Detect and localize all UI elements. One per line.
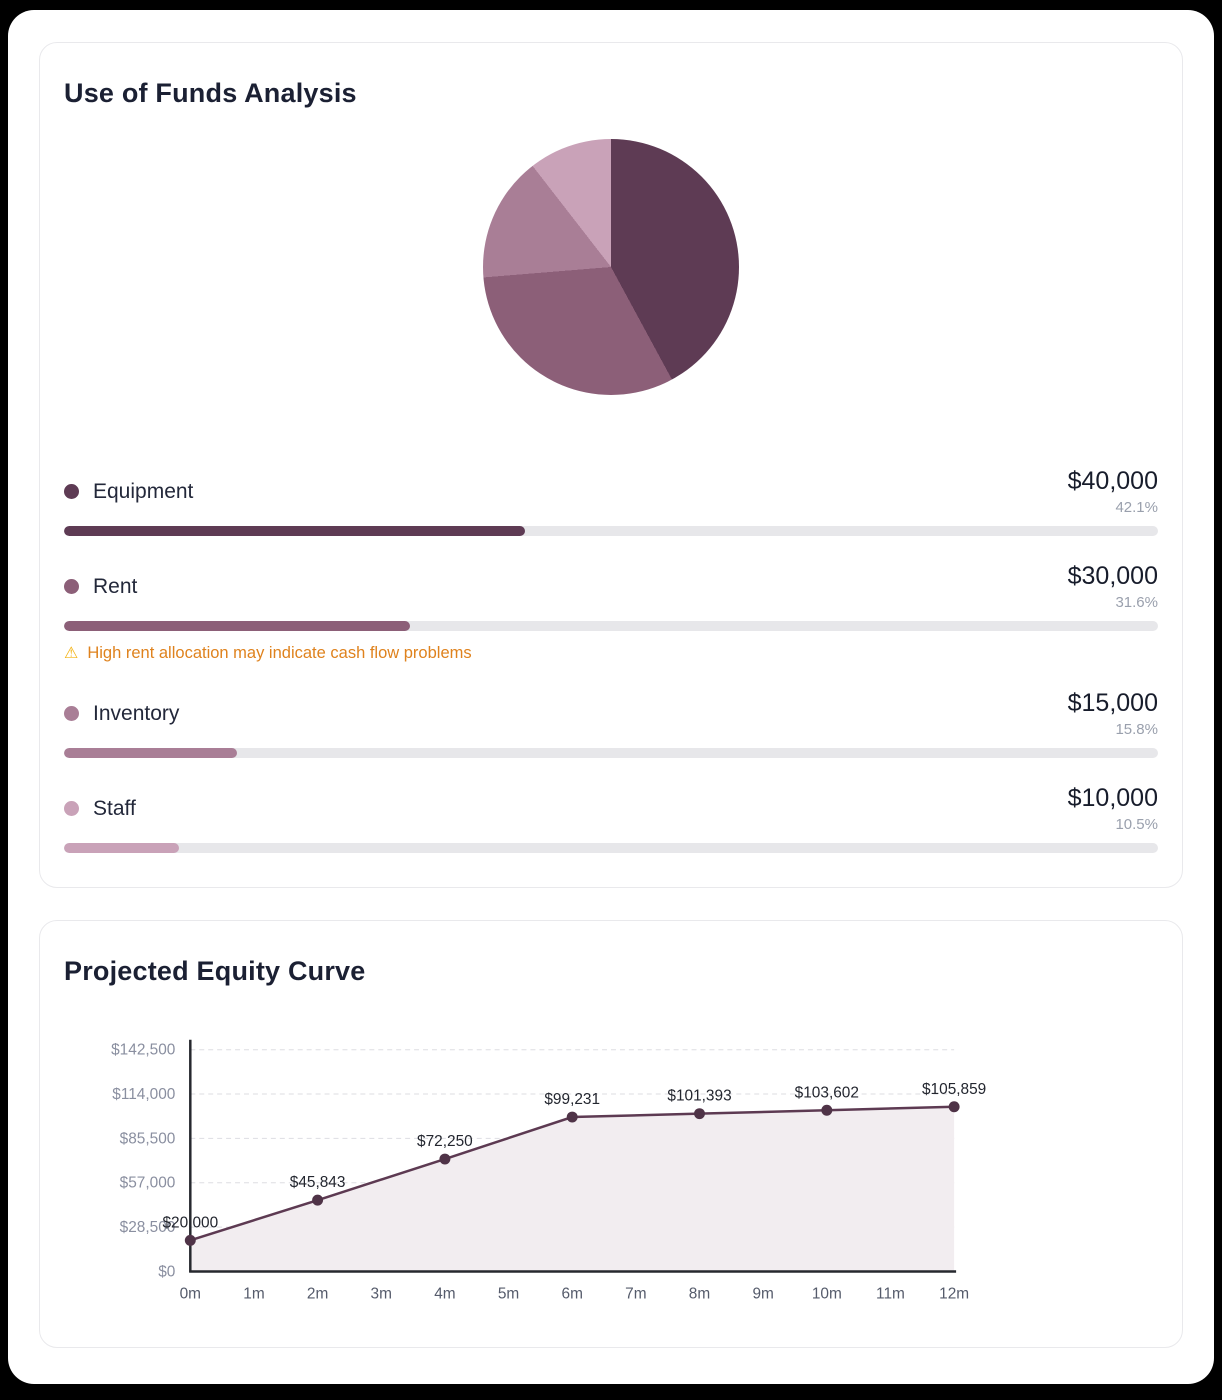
x-axis-tick-label: 3m (371, 1285, 392, 1302)
data-point-label: $99,231 (544, 1091, 600, 1108)
fund-row-inventory: Inventory $15,000 15.8% (64, 689, 1158, 758)
fund-bar-track (64, 621, 1158, 631)
x-axis-tick-label: 7m (625, 1285, 646, 1302)
equity-area (190, 1106, 955, 1272)
x-axis-tick-label: 9m (752, 1285, 773, 1302)
fund-row-header: Equipment $40,000 42.1% (64, 467, 1158, 516)
fund-amount: $10,000 (1067, 784, 1158, 812)
funds-legend: Equipment $40,000 42.1% Rent (64, 467, 1158, 853)
fund-row-staff: Staff $10,000 10.5% (64, 784, 1158, 853)
fund-row-rent: Rent $30,000 31.6% ⚠ High rent allocatio… (64, 562, 1158, 663)
use-of-funds-title: Use of Funds Analysis (64, 78, 357, 108)
x-axis-tick-label: 1m (243, 1285, 264, 1302)
x-axis-tick-label: 0m (180, 1285, 201, 1302)
use-of-funds-card: Use of Funds Analysis Equipment $40,000 … (39, 42, 1183, 888)
x-axis-tick-label: 11m (876, 1285, 905, 1302)
data-point (184, 1234, 196, 1246)
data-point (821, 1104, 833, 1116)
fund-label: Staff (93, 796, 136, 820)
fund-label: Equipment (93, 479, 194, 503)
rent-warning: ⚠ High rent allocation may indicate cash… (64, 644, 1158, 663)
app-screen: Use of Funds Analysis Equipment $40,000 … (8, 10, 1214, 1384)
warning-icon: ⚠ (64, 644, 79, 662)
y-axis-tick-label: $114,000 (112, 1086, 175, 1103)
legend-dot (64, 484, 79, 499)
x-axis-tick-label: 12m (939, 1285, 969, 1302)
data-point (439, 1153, 451, 1165)
legend-dot (64, 801, 79, 816)
fund-bar-track (64, 843, 1158, 853)
data-point-label: $103,602 (795, 1084, 859, 1101)
data-point-label: $20,000 (162, 1214, 218, 1231)
y-axis-tick-label: $28,500 (120, 1219, 176, 1236)
fund-amount: $30,000 (1067, 562, 1158, 590)
legend-dot (64, 579, 79, 594)
fund-row-header: Inventory $15,000 15.8% (64, 689, 1158, 738)
fund-bar-fill (64, 621, 410, 631)
equity-curve-title: Projected Equity Curve (64, 956, 366, 986)
fund-percent: 42.1% (1115, 499, 1158, 516)
fund-bar-fill (64, 843, 179, 853)
fund-row-header: Rent $30,000 31.6% (64, 562, 1158, 611)
x-axis-tick-label: 6m (562, 1285, 583, 1302)
fund-percent: 15.8% (1115, 721, 1158, 738)
data-point-label: $45,843 (290, 1174, 346, 1191)
equity-chart: $0 $28,500 $57,000 $85,500 $114,000 $142,500 0… (64, 1027, 1158, 1327)
fund-bar-track (64, 748, 1158, 758)
y-axis-tick-label: $85,500 (120, 1130, 176, 1147)
x-axis-tick-label: 10m (812, 1285, 842, 1302)
fund-label: Inventory (93, 701, 180, 725)
x-axis-tick-label: 2m (307, 1285, 328, 1302)
data-point (948, 1101, 960, 1113)
data-point (694, 1108, 705, 1120)
fund-amount: $15,000 (1067, 689, 1158, 717)
fund-bar-track (64, 526, 1158, 536)
fund-row-equipment: Equipment $40,000 42.1% (64, 467, 1158, 536)
y-axis-tick-label: $142,500 (111, 1042, 175, 1059)
y-axis-tick-label: $0 (158, 1263, 175, 1280)
data-point-label: $101,393 (667, 1088, 731, 1105)
data-point (312, 1194, 324, 1206)
fund-row-header: Staff $10,000 10.5% (64, 784, 1158, 833)
fund-bar-fill (64, 748, 237, 758)
fund-percent: 31.6% (1115, 594, 1158, 611)
data-point-label: $72,250 (417, 1133, 473, 1150)
y-axis-tick-label: $57,000 (120, 1175, 176, 1192)
legend-dot (64, 706, 79, 721)
fund-amount: $40,000 (1067, 467, 1158, 495)
data-point (566, 1111, 578, 1123)
equity-curve-card: Projected Equity Curve $0 $28,500 $57,000 $… (39, 920, 1183, 1348)
fund-percent: 10.5% (1115, 816, 1158, 833)
use-of-funds-pie-chart (483, 139, 739, 395)
x-axis-tick-label: 5m (498, 1285, 519, 1302)
warning-text: High rent allocation may indicate cash f… (87, 644, 472, 662)
fund-label: Rent (93, 574, 138, 598)
x-axis-tick-label: 8m (689, 1285, 710, 1302)
x-axis-tick-label: 4m (434, 1285, 455, 1302)
fund-bar-fill (64, 526, 525, 536)
data-point-label: $105,859 (922, 1081, 986, 1098)
